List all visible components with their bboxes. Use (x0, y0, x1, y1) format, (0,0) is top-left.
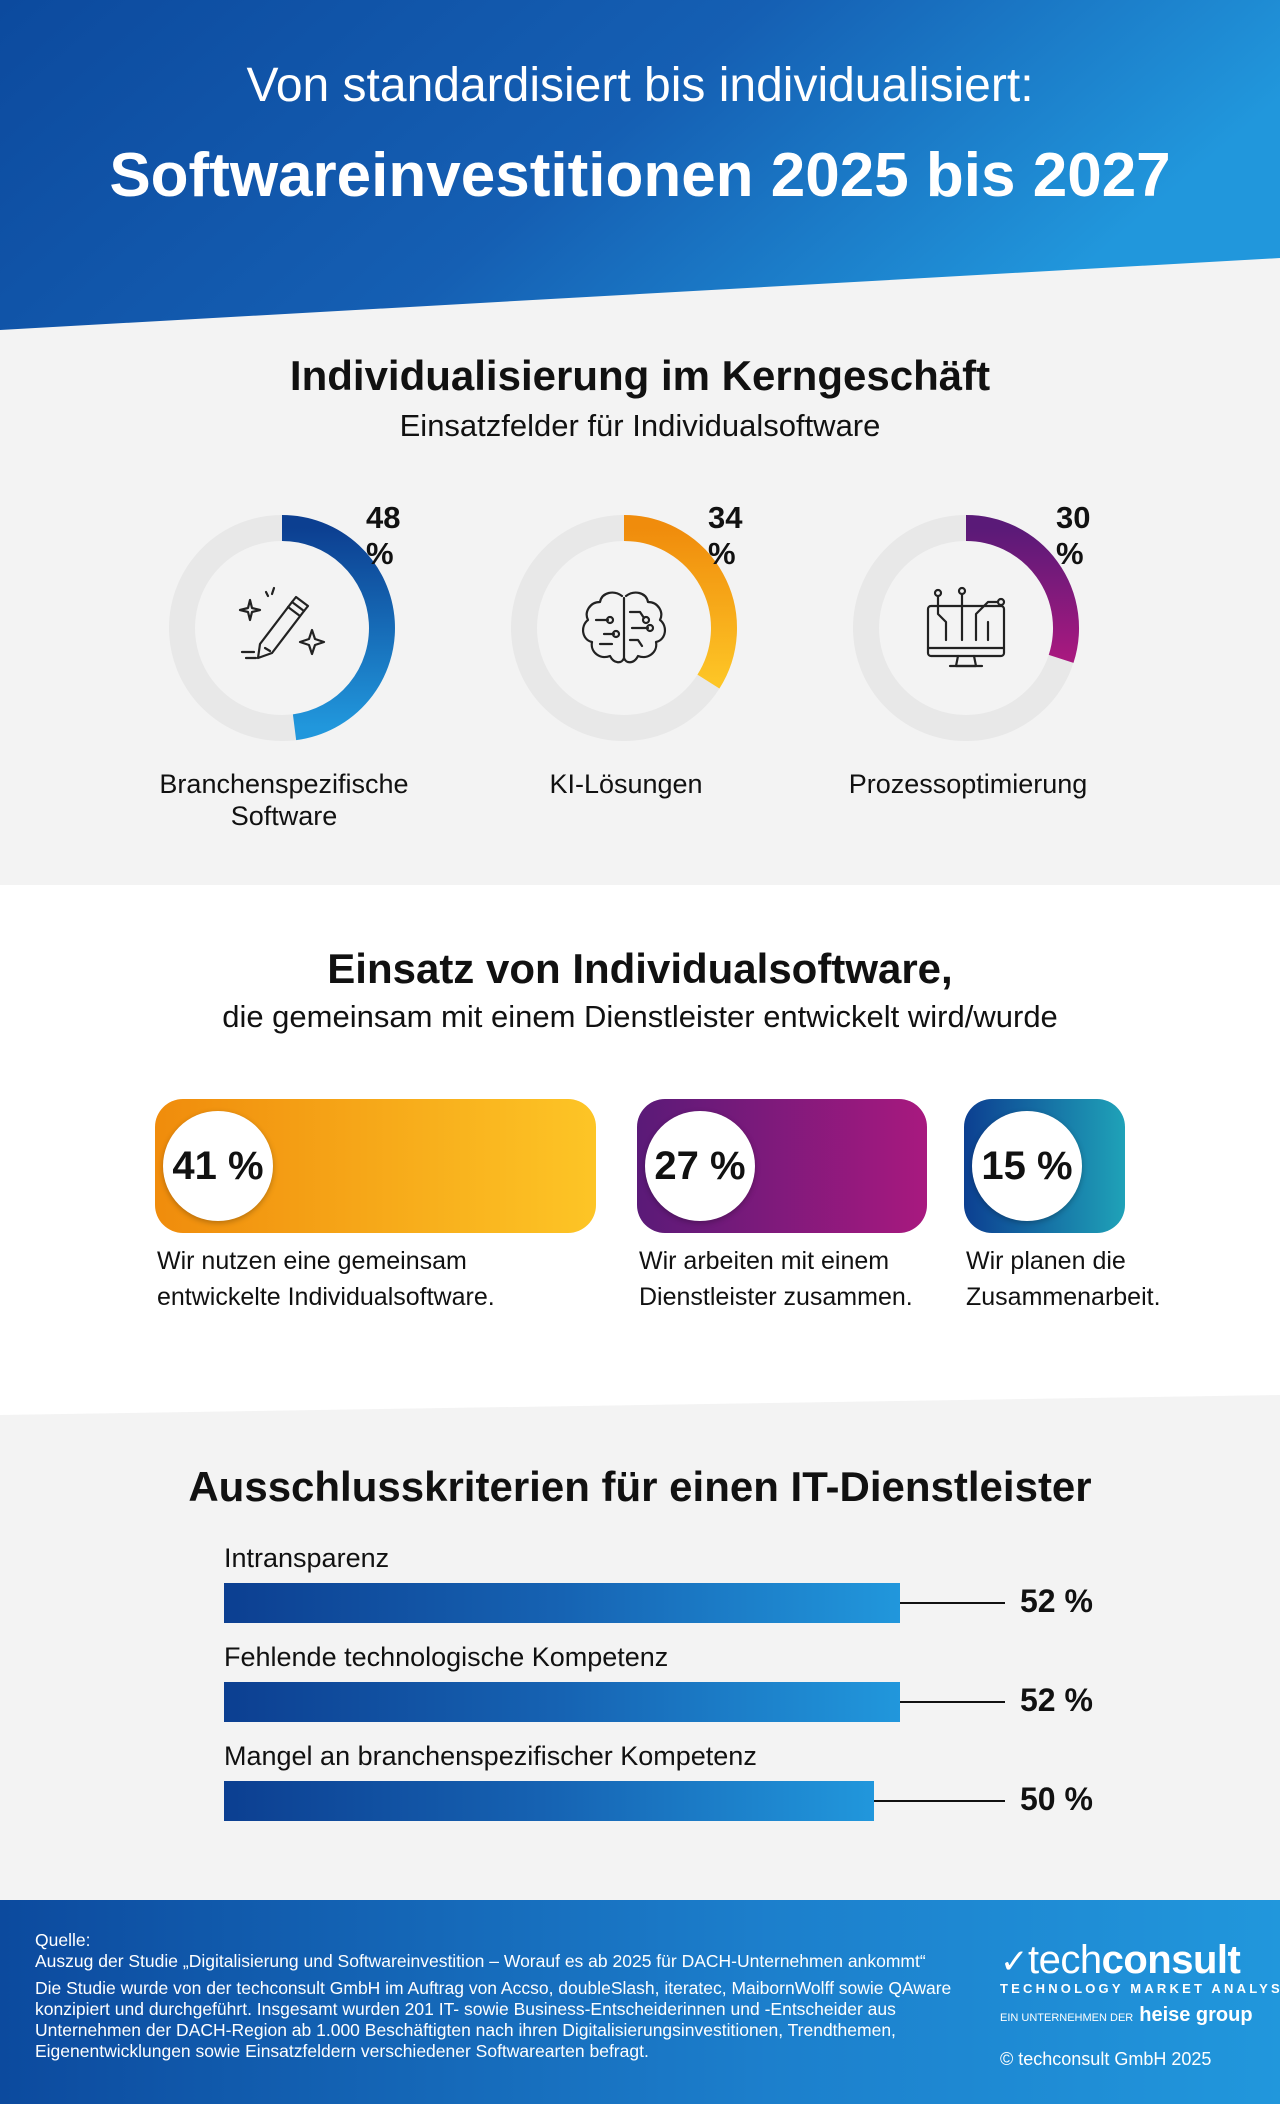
usage-description: Wir arbeiten mit einem Dienstleister zus… (639, 1243, 913, 1315)
section2-subtitle: die gemeinsam mit einem Dienstleister en… (222, 999, 1058, 1034)
parent-prefix: EIN UNTERNEHMEN DER (1000, 2012, 1134, 2024)
criteria-label: Mangel an branchenspezifischer Kompetenz (224, 1741, 757, 1771)
usage-bar: 15 % (964, 1099, 1126, 1233)
usage-bar: 27 % (637, 1099, 928, 1233)
criteria-label: Fehlende technologische Kompetenz (224, 1642, 669, 1672)
usage-bar: 41 % (155, 1099, 596, 1233)
header-title: Softwareinvestitionen 2025 bis 2027 (109, 141, 1171, 210)
criteria-leader-line (900, 1701, 1005, 1703)
usage-description-line: entwickelte Individualsoftware. (157, 1283, 495, 1311)
criteria-bar (224, 1781, 874, 1821)
criteria-label: Intransparenz (224, 1543, 390, 1573)
pencil-sparkle-icon (238, 586, 326, 660)
section2-title: Einsatz von Individualsoftware, (327, 945, 953, 992)
usage-value-badge: 41 % (163, 1111, 273, 1221)
donut-value-label: 30 % (1056, 500, 1091, 571)
header-banner: Von standardisiert bis individualisiert:… (0, 0, 1280, 340)
usage-value-badge: 15 % (972, 1111, 1082, 1221)
donut-chart-1: 48 % (162, 500, 422, 748)
donut-label-3: Prozessoptimierung (808, 768, 1128, 800)
section3-background (0, 1395, 1280, 1900)
logo-tagline: TECHNOLOGY MARKET ANALYSTS (1000, 1981, 1280, 1996)
section-individualization: Individualisierung im Kerngeschäft Einsa… (0, 330, 1280, 885)
source-study: Auszug der Studie „Digitalisierung und S… (35, 1951, 926, 1971)
donut-label-text: Prozessoptimierung (848, 769, 1088, 799)
criteria-bar (224, 1682, 900, 1722)
usage-value-badge: 27 % (645, 1111, 755, 1221)
source-label: Quelle: (35, 1930, 91, 1950)
donut-ring (511, 515, 737, 741)
section1-subtitle: Einsatzfelder für Individualsoftware (399, 408, 881, 443)
donut-segment (965, 515, 1079, 663)
usage-description: Wir nutzen eine gemeinsam entwickelte In… (157, 1243, 495, 1315)
logo-wordmark: ✓techconsult (1000, 1938, 1250, 1983)
parent-name: heise group (1139, 2004, 1253, 2026)
criteria-value: 50 % (1020, 1781, 1093, 1817)
brain-circuit-icon (582, 591, 666, 664)
copyright: © techconsult GmbH 2025 (1000, 2049, 1212, 2069)
donut-value-label: 34 % (708, 500, 743, 571)
parent-company: EIN UNTERNEHMEN DER heise group (1000, 2004, 1253, 2027)
section3-title: Ausschlusskriterien für einen IT-Dienstl… (188, 1463, 1092, 1510)
donut-label-text: KI-Lösungen (549, 769, 703, 799)
section-exclusion-criteria: Ausschlusskriterien für einen IT-Dienstl… (0, 1395, 1280, 1900)
footer: Quelle: Auszug der Studie „Digitalisieru… (0, 1900, 1280, 2104)
monitor-circuit-icon (926, 586, 1006, 668)
criteria-leader-line (900, 1602, 1005, 1604)
header-subtitle: Von standardisiert bis individualisiert: (246, 59, 1034, 112)
criteria-bar (224, 1583, 900, 1623)
source-description: Die Studie wurde von der techconsult Gmb… (35, 1978, 952, 2061)
donut-ring (853, 515, 1079, 741)
criteria-value: 52 % (1020, 1682, 1093, 1718)
usage-description-line: Wir planen die (966, 1247, 1126, 1275)
criteria-value: 52 % (1020, 1583, 1093, 1619)
donut-label-text: Branchenspezifische Software (159, 769, 409, 831)
usage-description-line: Wir arbeiten mit einem (639, 1247, 890, 1275)
logo-check-icon: ✓ (1000, 1943, 1029, 1981)
usage-description-line: Zusammenarbeit. (966, 1283, 1161, 1311)
usage-description-line: Wir nutzen eine gemeinsam (157, 1247, 467, 1275)
donut-segment (623, 515, 737, 689)
usage-description: Wir planen die Zusammenarbeit. (966, 1243, 1161, 1315)
donut-chart-3: 30 % (846, 500, 1106, 748)
donut-chart-2: 34 % (504, 500, 764, 748)
usage-description-line: Dienstleister zusammen. (639, 1283, 913, 1311)
techconsult-logo: ✓techconsult TECHNOLOGY MARKET ANALYSTS … (1000, 1938, 1280, 2070)
donut-segment (281, 515, 395, 741)
logo-bold: consult (1101, 1938, 1241, 1982)
header-background (0, 0, 1280, 340)
footer-source: Quelle: Auszug der Studie „Digitalisieru… (35, 1930, 975, 2062)
criteria-leader-line (874, 1800, 1005, 1802)
donut-label-1: Branchenspezifische Software (124, 768, 444, 832)
donut-label-2: KI-Lösungen (466, 768, 786, 800)
logo-thin: tech (1028, 1938, 1102, 1982)
donut-value-label: 48 % (366, 500, 401, 571)
section1-title: Individualisierung im Kerngeschäft (289, 352, 991, 399)
donut-ring (169, 515, 395, 741)
section-individual-software-usage: Einsatz von Individualsoftware, die geme… (0, 885, 1280, 1415)
